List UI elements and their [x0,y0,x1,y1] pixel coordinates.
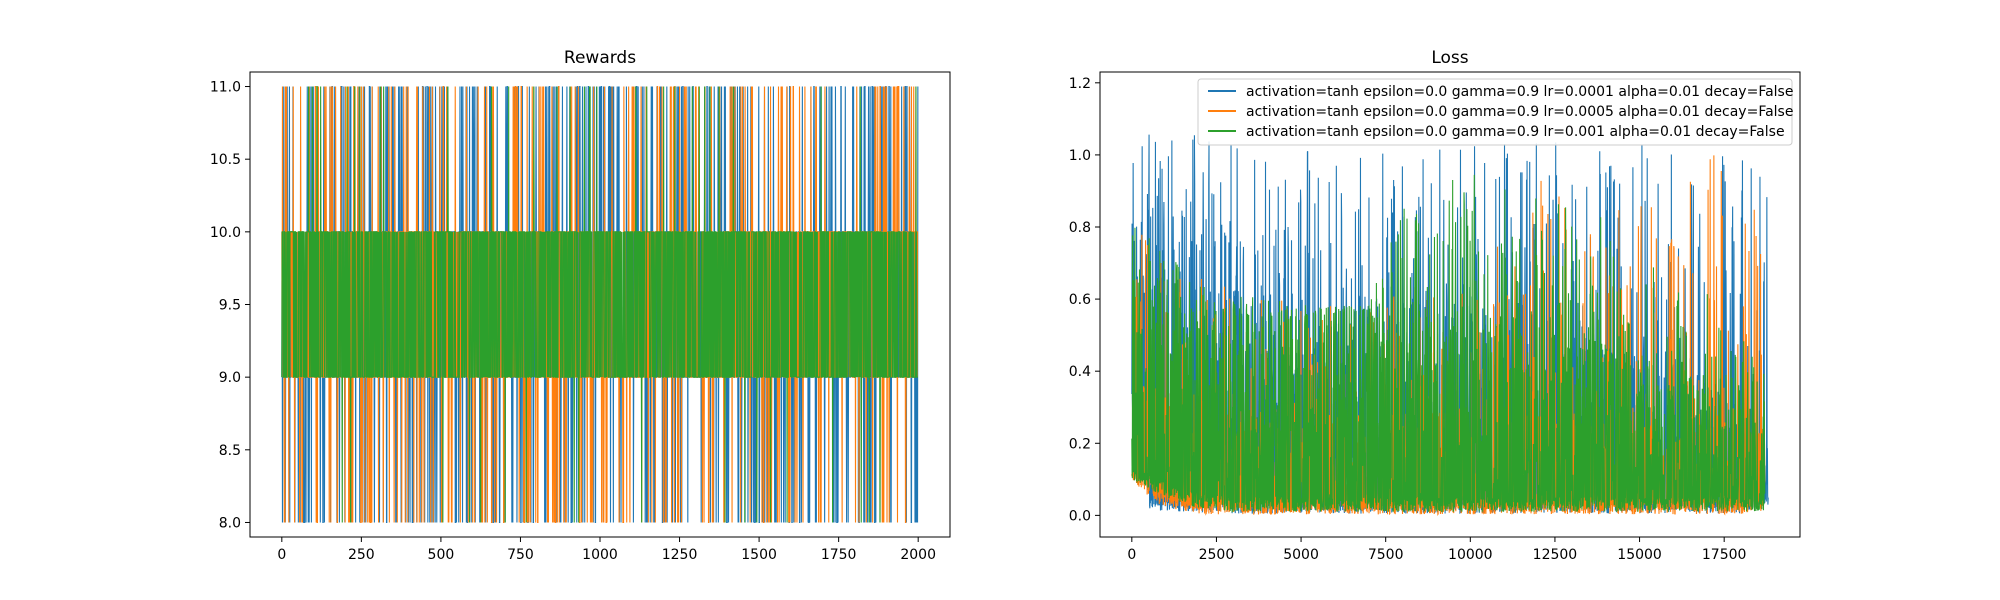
legend-label-lr-001: activation=tanh epsilon=0.0 gamma=0.9 lr… [1246,124,1785,140]
rewards-xtick-label: 1500 [741,547,777,563]
loss-xtick-label: 2500 [1199,547,1235,563]
loss-chart-title: Loss [1431,48,1468,68]
rewards-xtick-label: 250 [348,547,375,563]
loss-ytick-label: 1.2 [1069,76,1091,92]
rewards-chart: Rewards 0 250 500 750 1000 1250 1500 1750 2000 8.… [210,48,951,563]
rewards-chart-title: Rewards [564,48,636,68]
loss-xtick-label: 7500 [1368,547,1404,563]
loss-chart: Loss 0 2500 5000 7500 10000 12500 15000 17500 0.… [1069,48,1801,563]
legend-box [1197,78,1793,146]
loss-xtick-label: 10000 [1448,547,1493,563]
loss-xtick-label: 17500 [1702,547,1747,563]
loss-legend: activation=tanh epsilon=0.0 gamma=0.9 lr… [1197,78,1793,146]
loss-xtick-label: 12500 [1533,547,1578,563]
rewards-axes-frame [249,71,951,538]
loss-series-line-2 [1131,174,1766,513]
rewards-plot-area [281,85,919,524]
loss-plot-area [1131,134,1769,516]
rewards-ytick-label: 11.0 [210,80,241,96]
rewards-xtick-label: 1250 [662,547,698,563]
rewards-ytick-label: 8.0 [219,515,241,531]
rewards-ytick-label: 10.5 [210,152,241,168]
rewards-xtick-label: 750 [507,547,534,563]
loss-ytick-label: 0.6 [1069,292,1091,308]
loss-ytick-label: 0.4 [1069,364,1091,380]
loss-ytick-label: 0.2 [1069,436,1091,452]
rewards-ytick-label: 8.5 [219,443,241,459]
loss-ytick-label: 0.8 [1069,220,1091,236]
loss-xtick-label: 15000 [1617,547,1662,563]
loss-xtick-label: 0 [1127,547,1136,563]
rewards-ytick-label: 9.0 [219,370,241,386]
legend-label-lr-0005: activation=tanh epsilon=0.0 gamma=0.9 lr… [1246,104,1793,120]
rewards-xtick-label: 1000 [582,547,618,563]
loss-axes-frame [1099,71,1801,538]
rewards-axes: 0 250 500 750 1000 1250 1500 1750 2000 8.0 8.5 9.0 9… [210,80,936,563]
rewards-ytick-label: 9.5 [219,298,241,314]
rewards-xtick-label: 0 [277,547,286,563]
rewards-series-line-2 [281,85,918,523]
rewards-ytick-label: 10.0 [210,225,241,241]
loss-ytick-label: 0.0 [1069,508,1091,524]
loss-xtick-label: 5000 [1283,547,1319,563]
loss-ytick-label: 1.0 [1069,148,1091,164]
loss-axes: 0 2500 5000 7500 10000 12500 15000 17500 0.0 0.2 0… [1069,76,1747,563]
legend-label-lr-0001: activation=tanh epsilon=0.0 gamma=0.9 lr… [1246,84,1793,100]
rewards-xtick-label: 500 [428,547,455,563]
rewards-xtick-label: 1750 [821,547,857,563]
rewards-xtick-label: 2000 [900,547,936,563]
